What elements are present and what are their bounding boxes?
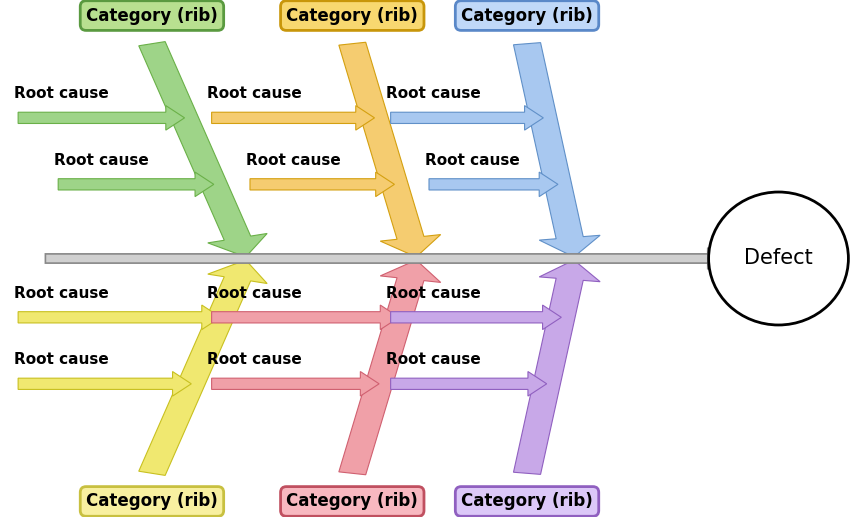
Text: Root cause: Root cause: [386, 286, 481, 301]
Text: Category (rib): Category (rib): [287, 7, 418, 25]
Text: Root cause: Root cause: [14, 86, 109, 101]
FancyArrow shape: [139, 260, 267, 476]
Text: Defect: Defect: [744, 249, 813, 268]
FancyArrow shape: [339, 42, 441, 257]
Text: Root cause: Root cause: [208, 353, 302, 368]
Ellipse shape: [709, 192, 849, 325]
Text: Category (rib): Category (rib): [461, 492, 593, 510]
FancyArrow shape: [18, 372, 191, 396]
FancyArrow shape: [18, 105, 184, 130]
Text: Category (rib): Category (rib): [461, 7, 593, 25]
FancyArrow shape: [390, 105, 543, 130]
FancyArrow shape: [513, 260, 600, 475]
FancyArrow shape: [390, 372, 547, 396]
FancyArrow shape: [212, 372, 379, 396]
Text: Root cause: Root cause: [208, 86, 302, 101]
FancyArrow shape: [390, 305, 561, 330]
Text: Root cause: Root cause: [208, 286, 302, 301]
FancyArrow shape: [250, 172, 395, 196]
Text: Root cause: Root cause: [14, 353, 109, 368]
Text: Category (rib): Category (rib): [86, 492, 218, 510]
FancyArrow shape: [139, 41, 267, 257]
FancyArrow shape: [45, 248, 723, 269]
FancyArrow shape: [212, 305, 399, 330]
Text: Root cause: Root cause: [425, 153, 519, 168]
FancyArrow shape: [58, 172, 214, 196]
Text: Category (rib): Category (rib): [86, 7, 218, 25]
FancyArrow shape: [339, 260, 441, 475]
FancyArrow shape: [513, 42, 600, 257]
Text: Root cause: Root cause: [14, 286, 109, 301]
Text: Category (rib): Category (rib): [287, 492, 418, 510]
FancyArrow shape: [429, 172, 558, 196]
FancyArrow shape: [18, 305, 221, 330]
FancyArrow shape: [212, 105, 374, 130]
Text: Root cause: Root cause: [386, 353, 481, 368]
Text: Root cause: Root cause: [245, 153, 341, 168]
Text: Root cause: Root cause: [386, 86, 481, 101]
Text: Root cause: Root cause: [54, 153, 148, 168]
